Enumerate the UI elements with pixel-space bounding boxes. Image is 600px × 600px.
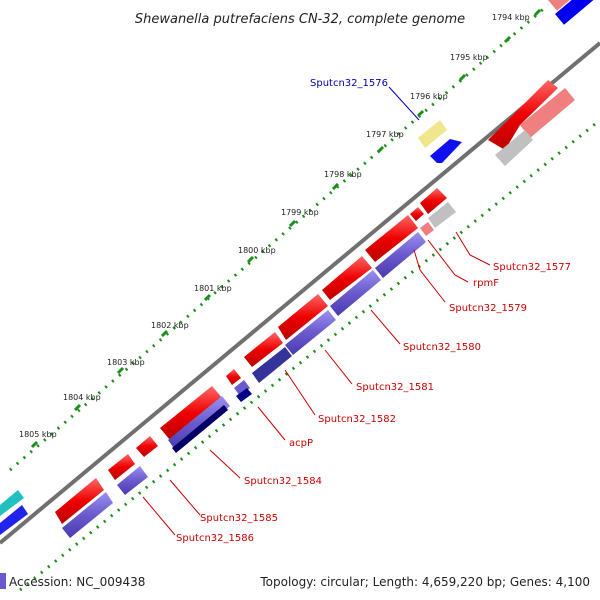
outside-features xyxy=(418,0,600,163)
gene-feature xyxy=(418,120,447,148)
gene-feature xyxy=(285,310,336,355)
tick-label: 1804 kbp xyxy=(63,393,101,402)
gene-feature xyxy=(322,256,372,300)
gene-feature xyxy=(365,215,418,262)
gene-feature xyxy=(226,369,241,385)
tick-label: 1794 kbp xyxy=(492,13,530,22)
gene-feature xyxy=(117,466,148,495)
gene-label: acpP xyxy=(289,438,313,449)
reverse-genes xyxy=(0,202,456,538)
gene-label: Sputcn32_1577 xyxy=(493,262,571,273)
gene-feature xyxy=(160,386,222,440)
gene-label: Sputcn32_1576 xyxy=(310,78,388,89)
gene-label: Sputcn32_1581 xyxy=(356,382,434,393)
gene-feature xyxy=(236,388,252,402)
gene-feature xyxy=(252,347,292,383)
gene-label: Sputcn32_1585 xyxy=(200,513,278,524)
gene-feature xyxy=(278,294,328,340)
gene-feature xyxy=(244,332,283,367)
forward-genes-upper xyxy=(488,80,575,166)
outer-tick-ring xyxy=(9,3,549,472)
gene-feature xyxy=(330,270,381,316)
gene-feature xyxy=(428,202,456,228)
gene-label: Sputcn32_1584 xyxy=(244,476,322,487)
gene-feature xyxy=(410,207,424,221)
genome-backbone xyxy=(0,41,600,545)
gene-feature xyxy=(136,436,158,457)
gene-feature xyxy=(62,492,113,538)
accession-text: Accession: NC_009438 xyxy=(9,575,145,589)
gene-feature xyxy=(0,490,24,516)
gene-feature xyxy=(172,405,228,453)
gene-label: Sputcn32_1586 xyxy=(176,533,254,544)
map-title: Shewanella putrefaciens CN-32, complete … xyxy=(135,12,465,27)
tick-label: 1796 kbp xyxy=(410,92,448,101)
tick-label: 1800 kbp xyxy=(238,246,276,255)
gene-label: rpmF xyxy=(473,278,499,289)
gene-feature xyxy=(520,88,575,138)
legend-swatch xyxy=(0,573,6,589)
tick-label: 1797 kbp xyxy=(366,130,404,139)
tick-label: 1802 kbp xyxy=(151,321,189,330)
inner-tick-ring xyxy=(19,118,600,592)
tick-label: 1805 kbp xyxy=(19,430,57,439)
tick-label: 1795 kbp xyxy=(450,53,488,62)
gene-feature xyxy=(55,478,104,524)
leader-lines xyxy=(142,231,491,536)
forward-genes xyxy=(55,188,447,524)
gene-feature xyxy=(234,380,250,396)
tick-label: 1799 kbp xyxy=(281,208,319,217)
leader-line-blue xyxy=(388,86,420,121)
gene-feature xyxy=(420,222,434,236)
topology-text: Topology: circular; Length: 4,659,220 bp… xyxy=(259,575,590,589)
gene-feature xyxy=(555,0,600,25)
tick-marks xyxy=(30,8,542,449)
gene-feature xyxy=(0,505,28,535)
gene-feature xyxy=(375,232,426,278)
gene-feature xyxy=(495,130,533,166)
tick-label: 1803 kbp xyxy=(107,358,145,367)
gene-label: Sputcn32_1579 xyxy=(449,303,527,314)
gene-label: Sputcn32_1580 xyxy=(403,342,481,353)
gene-feature xyxy=(168,396,230,451)
gene-feature xyxy=(420,188,447,214)
gene-feature xyxy=(488,80,558,150)
tick-label: 1798 kbp xyxy=(324,170,362,179)
gene-feature xyxy=(430,139,462,163)
gene-feature xyxy=(108,454,135,480)
gene-label: Sputcn32_1582 xyxy=(318,414,396,425)
tick-label: 1801 kbp xyxy=(194,284,232,293)
